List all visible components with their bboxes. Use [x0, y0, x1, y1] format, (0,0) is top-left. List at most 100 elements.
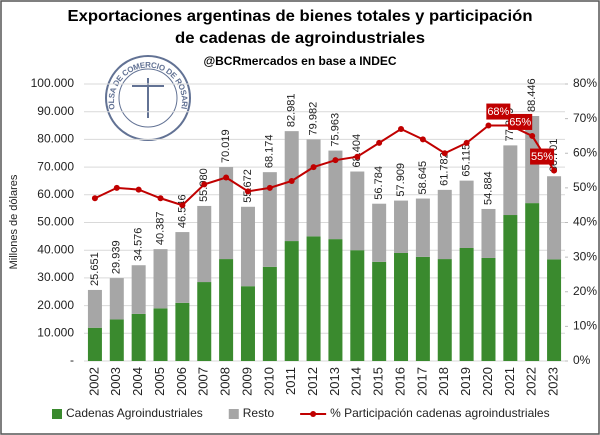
line-marker	[441, 150, 448, 157]
bar-segment	[109, 319, 124, 361]
x-tick-label: 2012	[305, 367, 320, 396]
legend-swatch	[310, 411, 317, 417]
bar-segment	[415, 256, 430, 361]
x-tick-label: 2020	[480, 367, 495, 396]
value-label: 55%	[531, 151, 553, 163]
x-tick-label: 2009	[239, 367, 254, 396]
y-tick-label: -	[70, 353, 74, 367]
bar-segment	[459, 180, 474, 248]
x-tick-label: 2021	[502, 367, 517, 396]
line	[94, 124, 555, 207]
total-label: 54.884	[482, 171, 494, 205]
total-label: 29.939	[111, 240, 123, 274]
x-tick-label: 2008	[218, 367, 233, 396]
y-axis-label: Millones de dólares	[8, 174, 20, 269]
y-tick-label: 10.000	[37, 325, 74, 339]
bar-segment	[525, 203, 540, 361]
value-label-box	[486, 103, 511, 120]
y2-tick-label: 10%	[573, 319, 597, 333]
bar-segment	[240, 206, 255, 287]
bar-segment	[394, 200, 409, 253]
legend-label: Cadenas Agroindustriales	[66, 406, 203, 420]
bar-segment	[219, 167, 234, 260]
total-label: 70.019	[220, 129, 232, 163]
y-tick-label: 70.000	[37, 159, 74, 173]
chart-title: Exportaciones argentinas de bienes total…	[68, 8, 533, 25]
chart-subtitle: @BCRmercados en base a INDEC	[203, 54, 396, 68]
x-tick-label: 2010	[261, 367, 276, 396]
bar-segment	[131, 265, 146, 314]
total-label: 79.982	[307, 102, 319, 136]
total-label: 25.651	[89, 252, 101, 286]
total-label: 61.782	[439, 152, 451, 186]
legend-swatch	[52, 409, 62, 419]
legend-label: Resto	[243, 406, 275, 420]
line-marker	[529, 132, 536, 139]
y-tick-label: 100.000	[31, 76, 75, 90]
x-tick-label: 2003	[108, 367, 123, 396]
bar-segment	[284, 131, 299, 242]
x-tick-label: 2005	[152, 367, 167, 396]
bar-segment	[481, 208, 496, 258]
total-label: 82.981	[286, 93, 298, 127]
bar-segment	[328, 239, 343, 361]
bar-segment	[175, 302, 190, 361]
value-label: 65%	[509, 116, 531, 128]
bar-segment	[131, 313, 146, 361]
line-marker	[332, 157, 339, 164]
y2-tick-label: 30%	[573, 249, 597, 263]
y2-tick-label: 0%	[573, 353, 591, 367]
chart-title: de cadenas de agroindustriales	[175, 30, 425, 47]
line-marker	[398, 126, 405, 133]
bar-segment	[262, 266, 277, 361]
y-tick-label: 80.000	[37, 132, 74, 146]
x-tick-label: 2013	[327, 367, 342, 396]
bar-segment	[459, 247, 474, 361]
total-label: 40.387	[154, 211, 166, 245]
x-tick-label: 2004	[130, 367, 145, 396]
line-marker	[157, 195, 164, 202]
line-marker	[91, 195, 98, 202]
y2-tick-label: 70%	[573, 111, 597, 125]
line-marker	[135, 186, 142, 193]
y2-tick-label: 60%	[573, 145, 597, 159]
y-tick-label: 20.000	[37, 298, 74, 312]
total-label: 58.645	[417, 161, 429, 195]
bar-segment	[503, 215, 518, 361]
bar-segment	[372, 203, 387, 262]
y2-tick-label: 80%	[573, 76, 597, 90]
line-marker	[463, 139, 470, 146]
bar-segment	[87, 289, 102, 328]
x-tick-label: 2015	[371, 367, 386, 396]
total-label: 68.174	[264, 135, 276, 169]
bar-segment	[175, 232, 190, 303]
total-label: 68.404	[351, 134, 363, 168]
x-tick-label: 2014	[349, 367, 364, 396]
line-marker	[266, 184, 273, 191]
bar-segment	[394, 252, 409, 361]
y2-tick-label: 40%	[573, 215, 597, 229]
line-marker	[354, 153, 361, 160]
bar-segment	[306, 236, 321, 361]
bar-segment	[306, 139, 321, 237]
line-marker	[551, 167, 558, 174]
x-tick-label: 2006	[174, 367, 189, 396]
total-label: 57.909	[395, 163, 407, 197]
total-label: 75.963	[329, 113, 341, 147]
y-tick-label: 40.000	[37, 242, 74, 256]
total-label: 56.784	[373, 166, 385, 200]
x-tick-label: 2019	[458, 367, 473, 396]
bar-segment	[350, 250, 365, 361]
bar-segment	[415, 198, 430, 257]
y-tick-label: 60.000	[37, 187, 74, 201]
x-tick-label: 2011	[283, 367, 298, 395]
line-marker	[179, 202, 186, 209]
value-label: 68%	[487, 106, 509, 118]
total-label: 88.446	[526, 78, 538, 112]
line-marker	[113, 184, 120, 191]
y-tick-label: 90.000	[37, 104, 74, 118]
total-label: 65.115	[461, 144, 473, 177]
bar-segment	[437, 259, 452, 361]
